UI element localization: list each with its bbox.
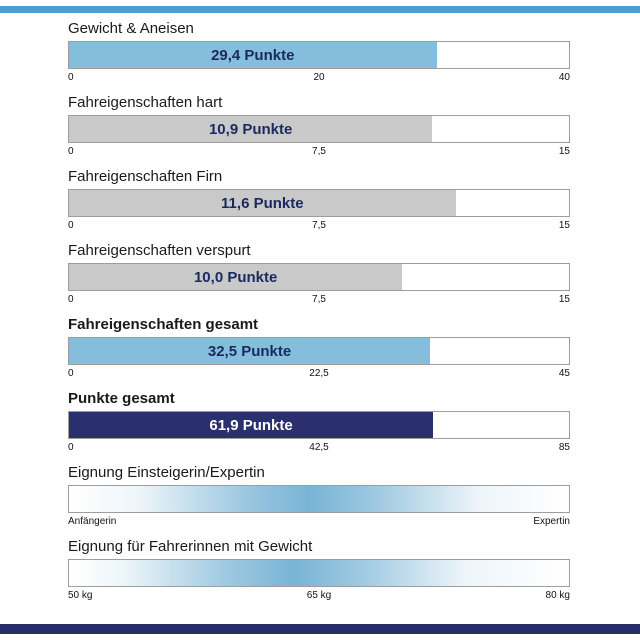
tick-min: 0 <box>68 220 74 231</box>
axis-ticks: 0 20 40 <box>68 71 570 86</box>
top-accent-strip <box>0 6 640 13</box>
tick-mid: 20 <box>313 72 325 83</box>
rating-label: Fahreigenschaften hart <box>68 94 223 111</box>
bottom-accent-strip <box>0 624 640 634</box>
axis-ticks: 0 42,5 85 <box>68 441 570 456</box>
rating-row: Fahreigenschaften hart 10,9 Punkte 0 7,5… <box>68 94 570 160</box>
suitability-row: Eignung für Fahrerinnen mit Gewicht 50 k… <box>68 538 570 604</box>
bar-value: 11,6 Punkte <box>221 194 304 212</box>
rating-row-total: Punkte gesamt 61,9 Punkte 0 42,5 85 <box>68 390 570 456</box>
axis-ticks: 0 7,5 15 <box>68 219 570 234</box>
tick-mid: 7,5 <box>312 294 326 305</box>
suitability-gradient-bar <box>68 559 570 587</box>
bar-value: 10,9 Punkte <box>208 120 293 138</box>
bar-fill: 10,9 Punkte <box>69 116 433 142</box>
bar-value: 10,0 Punkte <box>193 268 278 286</box>
bar-fill: 32,5 Punkte <box>69 338 431 364</box>
tick-max: 45 <box>558 368 570 379</box>
rating-label: Fahreigenschaften verspurt <box>68 242 251 259</box>
suitability-scale-labels: 50 kg 65 kg 80 kg <box>68 589 570 604</box>
tick-max: 15 <box>558 146 570 157</box>
bar-track: 32,5 Punkte <box>68 337 570 365</box>
suitability-label: Eignung für Fahrerinnen mit Gewicht <box>68 538 313 555</box>
rating-label: Gewicht & Aneisen <box>68 20 194 37</box>
scale-label-left: Anfängerin <box>68 516 117 527</box>
tick-max: 40 <box>558 72 570 83</box>
axis-ticks: 0 22,5 45 <box>68 367 570 382</box>
bar-fill: 29,4 Punkte <box>69 42 437 68</box>
rating-label: Punkte gesamt <box>68 390 175 407</box>
bar-track: 29,4 Punkte <box>68 41 570 69</box>
bar-track: 10,0 Punkte <box>68 263 570 291</box>
suitability-scale-labels: Anfängerin Expertin <box>68 515 570 530</box>
tick-mid: 7,5 <box>312 220 326 231</box>
bar-value: 32,5 Punkte <box>207 342 292 360</box>
scale-label-mid: 65 kg <box>306 590 332 601</box>
suitability-gradient-bar <box>68 485 570 513</box>
axis-ticks: 0 7,5 15 <box>68 145 570 160</box>
tick-max: 85 <box>558 442 570 453</box>
bar-track: 61,9 Punkte <box>68 411 570 439</box>
scale-label-left: 50 kg <box>68 590 93 601</box>
tick-mid: 7,5 <box>312 146 326 157</box>
scale-label-right: Expertin <box>533 516 570 527</box>
bar-value: 29,4 Punkte <box>211 46 295 64</box>
rating-row: Fahreigenschaften verspurt 10,0 Punkte 0… <box>68 242 570 308</box>
rating-row: Fahreigenschaften Firn 11,6 Punkte 0 7,5… <box>68 168 570 234</box>
tick-min: 0 <box>68 442 74 453</box>
tick-max: 15 <box>558 294 570 305</box>
bar-value: 61,9 Punkte <box>209 416 293 434</box>
scale-label-right: 80 kg <box>545 590 570 601</box>
tick-max: 15 <box>558 220 570 231</box>
rating-row: Gewicht & Aneisen 29,4 Punkte 0 20 40 <box>68 20 570 86</box>
tick-min: 0 <box>68 146 74 157</box>
rating-chart: Gewicht & Aneisen 29,4 Punkte 0 20 40 Fa… <box>68 20 570 612</box>
suitability-label: Eignung Einsteigerin/Expertin <box>68 464 265 481</box>
bar-fill: 10,0 Punkte <box>69 264 403 290</box>
tick-min: 0 <box>68 72 74 83</box>
tick-mid: 22,5 <box>309 368 329 379</box>
bar-fill: 61,9 Punkte <box>69 412 434 438</box>
rating-row: Fahreigenschaften gesamt 32,5 Punkte 0 2… <box>68 316 570 382</box>
tick-min: 0 <box>68 294 74 305</box>
bar-track: 10,9 Punkte <box>68 115 570 143</box>
rating-label: Fahreigenschaften gesamt <box>68 316 259 333</box>
rating-label: Fahreigenschaften Firn <box>68 168 223 185</box>
suitability-row: Eignung Einsteigerin/Expertin Anfängerin… <box>68 464 570 530</box>
tick-mid: 42,5 <box>309 442 329 453</box>
bar-track: 11,6 Punkte <box>68 189 570 217</box>
axis-ticks: 0 7,5 15 <box>68 293 570 308</box>
tick-min: 0 <box>68 368 74 379</box>
bar-fill: 11,6 Punkte <box>69 190 456 216</box>
